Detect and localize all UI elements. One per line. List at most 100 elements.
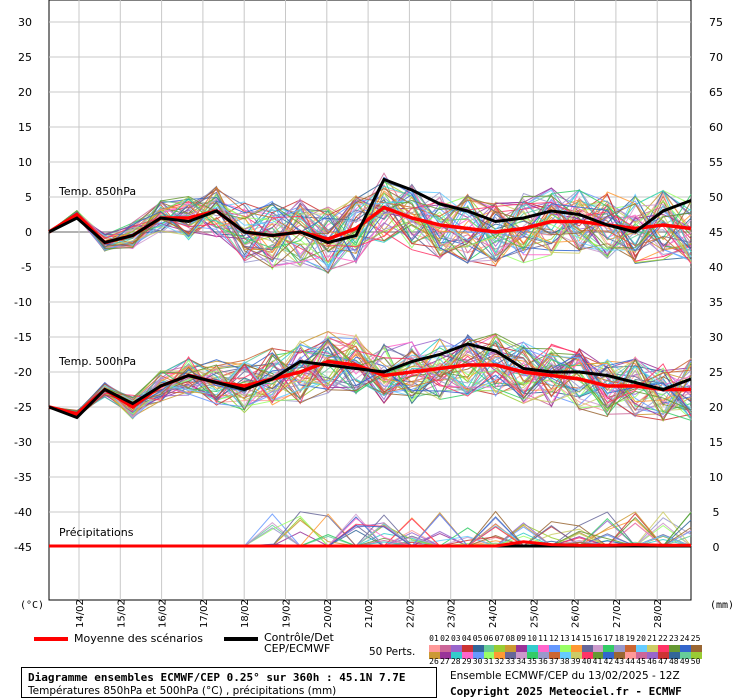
y-right-tick-label: 0 — [713, 541, 720, 554]
y-left-unit: (°C) — [20, 600, 45, 611]
y-right-unit: (mm) — [710, 600, 735, 611]
member-label: 15 — [581, 634, 592, 643]
member-label: 17 — [603, 634, 614, 643]
x-tick-label: 21/02 — [364, 599, 375, 628]
member-label: 29 — [461, 657, 472, 666]
legend-mean-label: Moyenne des scénarios — [74, 632, 203, 645]
member-line-t850 — [48, 189, 692, 252]
member-swatch — [505, 645, 517, 652]
member-swatch — [461, 652, 473, 659]
x-tick-label: 28/02 — [653, 599, 664, 628]
member-swatch — [647, 652, 658, 659]
y-right-tick-label: 5 — [713, 506, 720, 519]
member-swatch — [548, 652, 560, 659]
y-right-tick-label: 30 — [709, 331, 723, 344]
x-tick-label: 22/02 — [405, 599, 416, 628]
member-swatch — [472, 645, 484, 652]
member-label: 33 — [505, 657, 516, 666]
member-label: 14 — [570, 634, 581, 643]
member-label: 10 — [527, 634, 537, 643]
run-info: Ensemble ECMWF/CEP du 13/02/2025 - 12Z — [450, 670, 680, 682]
member-swatch — [603, 652, 615, 659]
x-tick-label: 24/02 — [488, 599, 499, 628]
member-swatch — [614, 652, 626, 659]
member-swatch — [581, 652, 593, 659]
member-swatch — [429, 645, 440, 652]
member-label: 25 — [690, 634, 701, 643]
member-label: 19 — [625, 634, 635, 643]
x-tick-label: 15/02 — [116, 599, 127, 628]
member-swatch — [657, 652, 669, 659]
member-label: 12 — [549, 634, 559, 643]
y-right-tick-label: 50 — [709, 191, 723, 204]
y-right-tick-label: 35 — [709, 296, 723, 309]
member-swatch — [679, 652, 691, 659]
member-swatch — [494, 645, 506, 652]
legend-control-label: Contrôle/Det CEP/ECMWF — [264, 631, 334, 655]
member-label: 38 — [559, 657, 570, 666]
member-line-t500 — [48, 338, 692, 419]
member-swatch — [690, 652, 702, 659]
member-label: 40 — [581, 657, 592, 666]
member-label: 28 — [450, 657, 461, 666]
member-swatch — [472, 652, 484, 659]
x-tick-label: 19/02 — [282, 599, 293, 628]
member-label: 08 — [505, 634, 516, 643]
member-swatch — [668, 652, 680, 659]
member-swatch — [581, 645, 593, 652]
chart-title: Diagramme ensembles ECMWF/CEP 0.25° sur … — [28, 671, 406, 684]
member-swatch — [461, 645, 473, 652]
y-left-tick-label: -25 — [14, 401, 32, 414]
member-swatch — [505, 652, 517, 659]
member-label: 16 — [592, 634, 603, 643]
x-tick-label: 16/02 — [158, 599, 169, 628]
member-swatch — [636, 645, 648, 652]
control-line-t500 — [48, 342, 692, 420]
x-tick-label: 18/02 — [240, 599, 251, 628]
member-label: 34 — [516, 657, 526, 666]
member-label: 39 — [570, 657, 581, 666]
member-swatch — [636, 652, 648, 659]
y-left-tick-label: -10 — [14, 296, 32, 309]
member-label: 21 — [647, 634, 657, 643]
member-line-t500 — [48, 343, 692, 417]
legend-perts-label: 50 Perts. — [369, 646, 416, 658]
member-label: 26 — [429, 657, 439, 666]
member-label: 20 — [636, 634, 646, 643]
member-swatch — [625, 652, 637, 659]
y-left-tick-label: -35 — [14, 471, 32, 484]
member-swatch — [429, 652, 440, 659]
panel-label-t850: Temp. 850hPa — [58, 185, 136, 198]
y-right-tick-label: 10 — [709, 471, 723, 484]
control-line-t850 — [48, 177, 692, 245]
member-label: 50 — [690, 657, 701, 666]
member-label: 07 — [494, 634, 505, 643]
y-left-tick-label: -15 — [14, 331, 32, 344]
member-label: 45 — [636, 657, 646, 666]
x-tick-label: 26/02 — [571, 599, 582, 628]
member-label: 31 — [483, 657, 494, 666]
member-swatch — [527, 645, 539, 652]
y-left-tick-label: -5 — [21, 261, 32, 274]
member-label: 37 — [549, 657, 559, 666]
member-swatch — [592, 645, 604, 652]
member-swatch — [690, 645, 702, 652]
member-swatch — [570, 645, 582, 652]
member-swatch — [592, 652, 604, 659]
y-left-tick-label: 10 — [18, 156, 32, 169]
member-label: 11 — [538, 634, 548, 643]
member-label: 24 — [679, 634, 690, 643]
y-left-tick-label: -30 — [14, 436, 32, 449]
y-left-tick-label: 5 — [25, 191, 32, 204]
y-left-tick-label: 15 — [18, 121, 32, 134]
member-label: 02 — [440, 634, 450, 643]
member-swatch — [483, 645, 495, 652]
member-label: 30 — [472, 657, 483, 666]
member-swatch — [657, 645, 669, 652]
member-label: 22 — [658, 634, 668, 643]
legend-control-swatch — [224, 637, 258, 641]
y-right-tick-label: 20 — [709, 401, 723, 414]
member-swatch — [538, 652, 549, 659]
member-swatch — [614, 645, 626, 652]
member-label: 03 — [450, 634, 461, 643]
